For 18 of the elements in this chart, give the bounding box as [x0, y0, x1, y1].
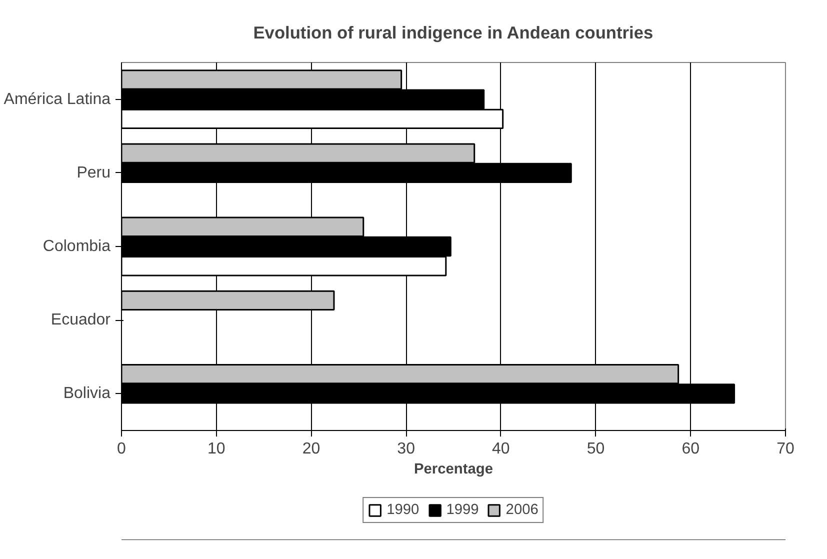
x-tick-label: 60 — [682, 440, 700, 458]
x-axis-title: Percentage — [414, 462, 494, 478]
x-tick-label: 30 — [397, 440, 416, 458]
y-tick-label: Peru — [76, 164, 110, 182]
x-tick-label: 0 — [117, 440, 126, 458]
x-tick-label: 40 — [492, 440, 510, 458]
x-tick-label: 50 — [586, 440, 605, 458]
x-tick-label: 70 — [776, 440, 794, 458]
legend-label: 1999 — [446, 502, 479, 518]
x-tick-label: 10 — [207, 440, 226, 458]
x-tick-label: 20 — [302, 440, 320, 458]
chart-title: Evolution of rural indigence in Andean countries — [253, 22, 654, 42]
legend-label: 2006 — [506, 502, 538, 518]
y-tick-label: Colombia — [42, 238, 111, 255]
legend-label: 1990 — [386, 502, 420, 518]
y-tick-label: Bolivia — [63, 385, 111, 402]
y-tick-label: América Latina — [4, 90, 111, 108]
y-tick-label: Ecuador — [50, 312, 112, 329]
